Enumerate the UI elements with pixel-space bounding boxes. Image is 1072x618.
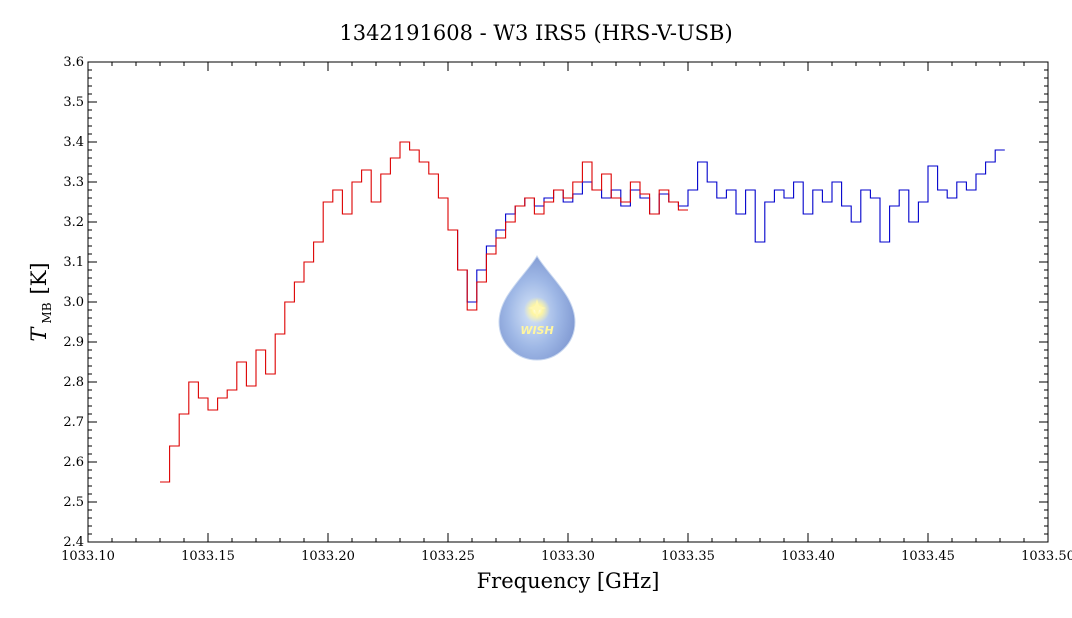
y-tick-label: 3.4 xyxy=(63,135,84,150)
y-axis-label: T MB [K] xyxy=(27,262,55,341)
y-axis-label-sub: MB xyxy=(40,302,54,323)
y-tick-label: 3.0 xyxy=(63,295,84,310)
y-tick-label: 3.3 xyxy=(63,175,84,190)
y-tick-label: 2.6 xyxy=(63,455,84,470)
star-icon xyxy=(528,299,546,319)
logo-text: WISH xyxy=(520,324,553,337)
y-tick-label: 3.6 xyxy=(63,55,84,70)
axis-ticks xyxy=(87,61,1049,543)
x-tick-label: 1033.25 xyxy=(421,549,475,564)
chart-title: 1342191608 - W3 IRS5 (HRS-V-USB) xyxy=(339,21,732,45)
y-tick-label: 3.1 xyxy=(63,255,84,270)
x-tick-label: 1033.40 xyxy=(781,549,835,564)
series-layer xyxy=(160,141,1005,483)
y-tick-label: 2.9 xyxy=(63,335,84,350)
series-line-0 xyxy=(160,141,688,483)
x-tick-label: 1033.10 xyxy=(61,549,115,564)
x-tick-labels: 1033.10 1033.15 1033.20 1033.25 1033.30 1033.… xyxy=(61,549,1072,564)
x-tick-label: 1033.20 xyxy=(301,549,355,564)
x-axis-label: Frequency [GHz] xyxy=(477,569,660,593)
y-tick-label: 3.2 xyxy=(63,215,84,230)
y-tick-labels: 2.4 2.5 2.6 2.7 2.8 2.9 3.0 3.1 3.2 3.3 3.4 3.5 3.6 xyxy=(63,55,84,550)
y-axis-label-main: T xyxy=(27,326,51,342)
y-tick-label: 2.5 xyxy=(63,495,84,510)
x-tick-label: 1033.45 xyxy=(901,549,955,564)
x-tick-label: 1033.15 xyxy=(181,549,235,564)
x-tick-label: 1033.30 xyxy=(541,549,595,564)
y-axis-label-unit: [K] xyxy=(27,262,51,294)
y-tick-label: 2.4 xyxy=(63,535,84,550)
wish-logo: WISH xyxy=(498,255,576,361)
y-tick-label: 2.8 xyxy=(63,375,84,390)
x-tick-label: 1033.50 xyxy=(1021,549,1072,564)
y-tick-label: 3.5 xyxy=(63,95,84,110)
y-tick-label: 2.7 xyxy=(63,415,84,430)
x-tick-label: 1033.35 xyxy=(661,549,715,564)
